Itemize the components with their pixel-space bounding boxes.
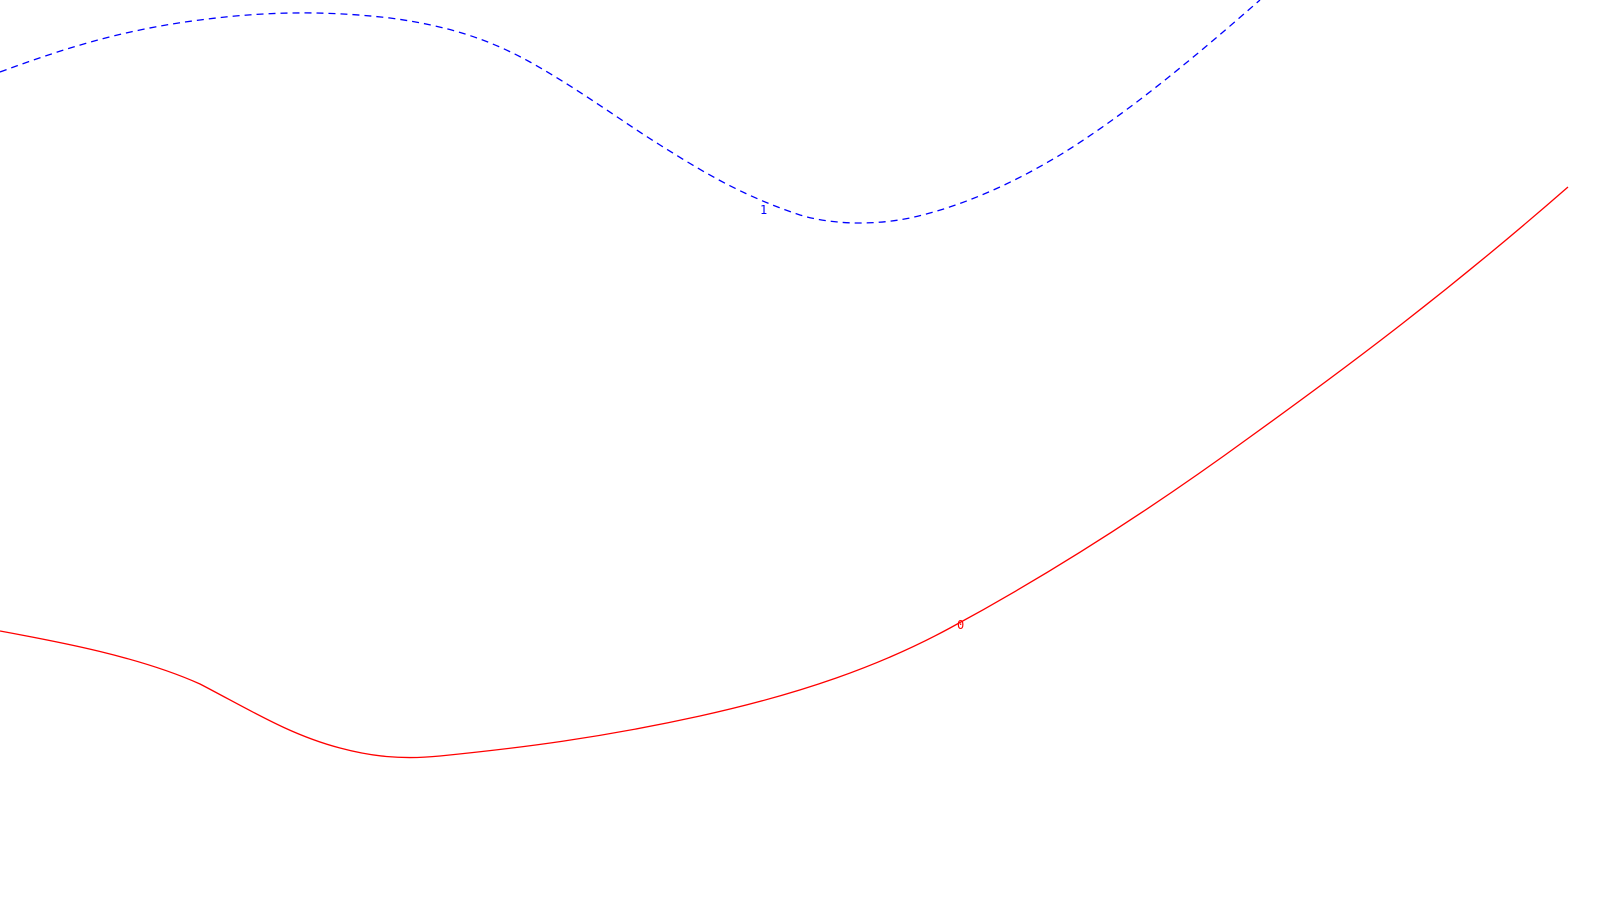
contour-label-1: 1 (760, 203, 767, 217)
contour-label-0: 0 (957, 618, 964, 632)
contour-line-1 (0, 0, 1261, 224)
contour-line-0 (0, 186, 1569, 759)
